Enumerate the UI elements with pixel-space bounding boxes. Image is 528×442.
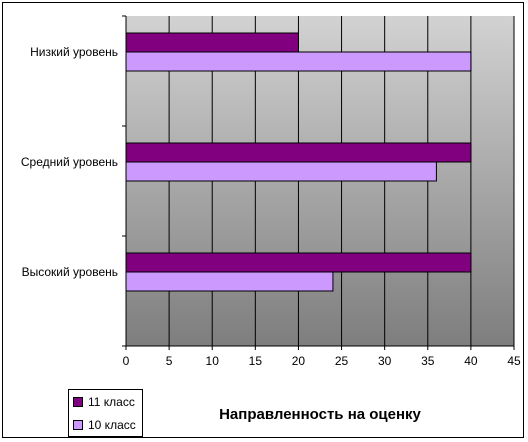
- bar: [125, 161, 437, 182]
- x-tick-label: 25: [335, 354, 349, 368]
- legend-swatch: [73, 397, 83, 407]
- axis-labels: 0 5 10 15 20 25 30 35 40 45 Низкий уровень Средний …: [21, 45, 521, 368]
- bar: [125, 142, 472, 163]
- x-tick-label: 10: [206, 354, 220, 368]
- x-tick-label: 0: [123, 354, 130, 368]
- legend-swatch: [73, 420, 83, 430]
- legend: 11 класс 10 класс: [68, 389, 143, 437]
- x-axis-title: Направленность на оценку: [219, 406, 421, 423]
- legend-label: 11 класс: [88, 395, 135, 409]
- bars: [125, 32, 472, 292]
- x-tick-label: 15: [249, 354, 263, 368]
- legend-item-series-1: 11 класс: [73, 394, 135, 410]
- x-tick-label: 30: [378, 354, 392, 368]
- bar: [125, 271, 334, 292]
- axes: [122, 15, 515, 350]
- bar: [125, 32, 299, 53]
- bar: [125, 51, 472, 72]
- category-label: Высокий уровень: [22, 265, 118, 279]
- x-tick-label: 45: [507, 354, 521, 368]
- category-label: Средний уровень: [21, 155, 118, 169]
- legend-label: 10 класс: [88, 418, 136, 432]
- x-tick-label: 5: [166, 354, 173, 368]
- legend-item-series-2: 10 класс: [73, 417, 136, 433]
- x-tick-label: 40: [464, 354, 478, 368]
- x-tick-label: 35: [421, 354, 435, 368]
- bar: [125, 252, 472, 273]
- x-tick-label: 20: [292, 354, 306, 368]
- category-label: Низкий уровень: [30, 45, 118, 59]
